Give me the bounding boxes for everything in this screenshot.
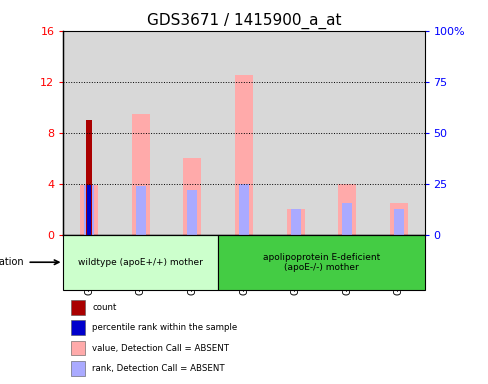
Title: GDS3671 / 1415900_a_at: GDS3671 / 1415900_a_at [147, 13, 341, 29]
Text: value, Detection Call = ABSENT: value, Detection Call = ABSENT [92, 344, 229, 353]
Bar [84, 185, 94, 235]
Bar [166, 31, 218, 235]
Bar [136, 186, 146, 235]
Bar [270, 31, 322, 235]
Bar [80, 185, 98, 235]
Bar [71, 321, 85, 335]
Bar [390, 203, 408, 235]
Bar [63, 31, 115, 235]
Bar [218, 235, 425, 290]
Bar [338, 184, 356, 235]
Text: apolipoprotein E-deficient
(apoE-/-) mother: apolipoprotein E-deficient (apoE-/-) mot… [263, 253, 380, 272]
Bar [239, 184, 249, 235]
Bar [86, 120, 92, 235]
Bar [373, 31, 425, 235]
Bar [342, 203, 352, 235]
Text: genotype/variation: genotype/variation [0, 257, 24, 267]
Bar [291, 209, 301, 235]
Bar [87, 185, 91, 235]
Text: rank, Detection Call = ABSENT: rank, Detection Call = ABSENT [92, 364, 225, 373]
Text: wildtype (apoE+/+) mother: wildtype (apoE+/+) mother [79, 258, 203, 267]
Bar [71, 361, 85, 376]
Bar [71, 341, 85, 356]
Bar [71, 300, 85, 314]
Bar [218, 31, 270, 235]
Bar [187, 190, 197, 235]
Text: count: count [92, 303, 117, 312]
Bar [286, 209, 305, 235]
Bar [235, 75, 253, 235]
Text: percentile rank within the sample: percentile rank within the sample [92, 323, 238, 332]
Bar [115, 31, 166, 235]
Bar [63, 235, 218, 290]
Bar [394, 209, 404, 235]
Bar [132, 114, 150, 235]
Bar [183, 158, 202, 235]
Bar [322, 31, 373, 235]
